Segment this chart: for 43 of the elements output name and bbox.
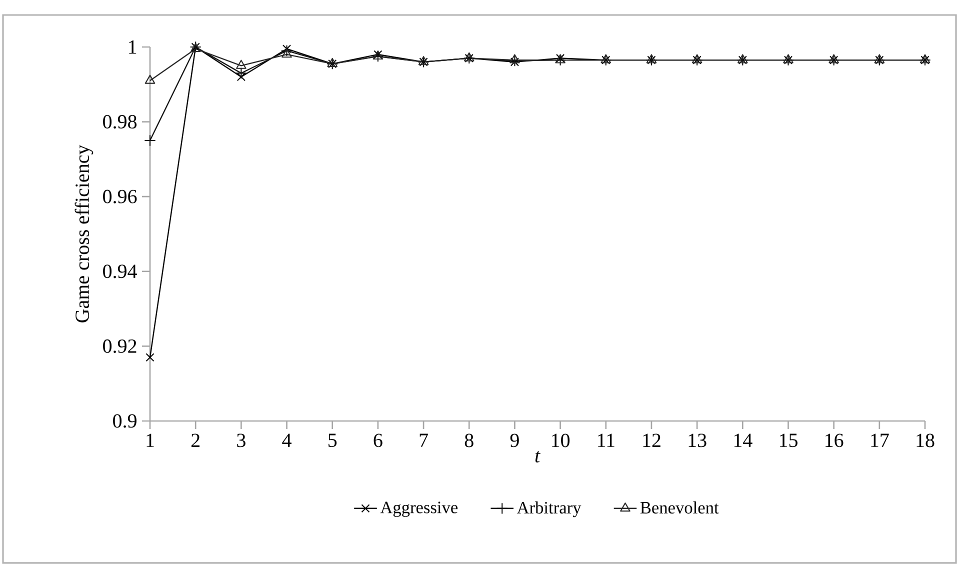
point — [280, 44, 293, 57]
y-tick-label: 1 — [129, 40, 136, 54]
x-tick-label: 2 — [191, 434, 200, 447]
x-tick-label: 9 — [510, 434, 519, 448]
y-tick-label: 0.96 — [103, 190, 137, 204]
x-tick-label: 4 — [282, 434, 292, 447]
x-tick-label: 10 — [552, 434, 570, 448]
point — [144, 74, 156, 84]
x-tick-label: 18 — [916, 434, 934, 448]
x-tick-label: 12 — [643, 434, 660, 447]
x-tick-label: 13 — [688, 434, 706, 448]
y-tick-label: 0.9 — [113, 414, 136, 428]
point — [510, 58, 520, 66]
x-tick-label: 6 — [374, 434, 382, 448]
x-tick-label: 8 — [464, 434, 474, 448]
point — [236, 72, 246, 82]
x-tick-label: 15 — [780, 434, 798, 448]
point — [508, 54, 521, 67]
point — [235, 67, 248, 80]
point — [146, 353, 154, 362]
point — [554, 54, 566, 66]
y-tick-label: 0.92 — [103, 339, 136, 353]
point — [144, 134, 156, 146]
point — [236, 60, 246, 69]
x-tick-label: 11 — [598, 434, 614, 447]
x-tick-label: 3 — [237, 434, 246, 448]
point — [282, 48, 292, 58]
y-tick-label: 0.94 — [103, 264, 137, 278]
legend-label: Aggressive — [380, 502, 458, 517]
point — [510, 54, 520, 64]
point — [372, 50, 384, 62]
y-tick-label: 0.98 — [103, 115, 137, 129]
x-axis-title: t — [535, 451, 540, 462]
y-axis-title: Game cross efficiency — [74, 144, 94, 322]
x-tick-label: 7 — [420, 434, 428, 447]
x-tick-label: 17 — [871, 434, 889, 447]
point — [282, 44, 292, 54]
x-tick-label: 16 — [826, 434, 844, 448]
legend-label: Arbitrary — [516, 501, 582, 518]
x-tick-label: 5 — [328, 434, 337, 447]
legend-label: Benevolent — [640, 501, 719, 514]
x-tick-label: 14 — [734, 434, 752, 447]
x-tick-label: 1 — [146, 434, 154, 447]
